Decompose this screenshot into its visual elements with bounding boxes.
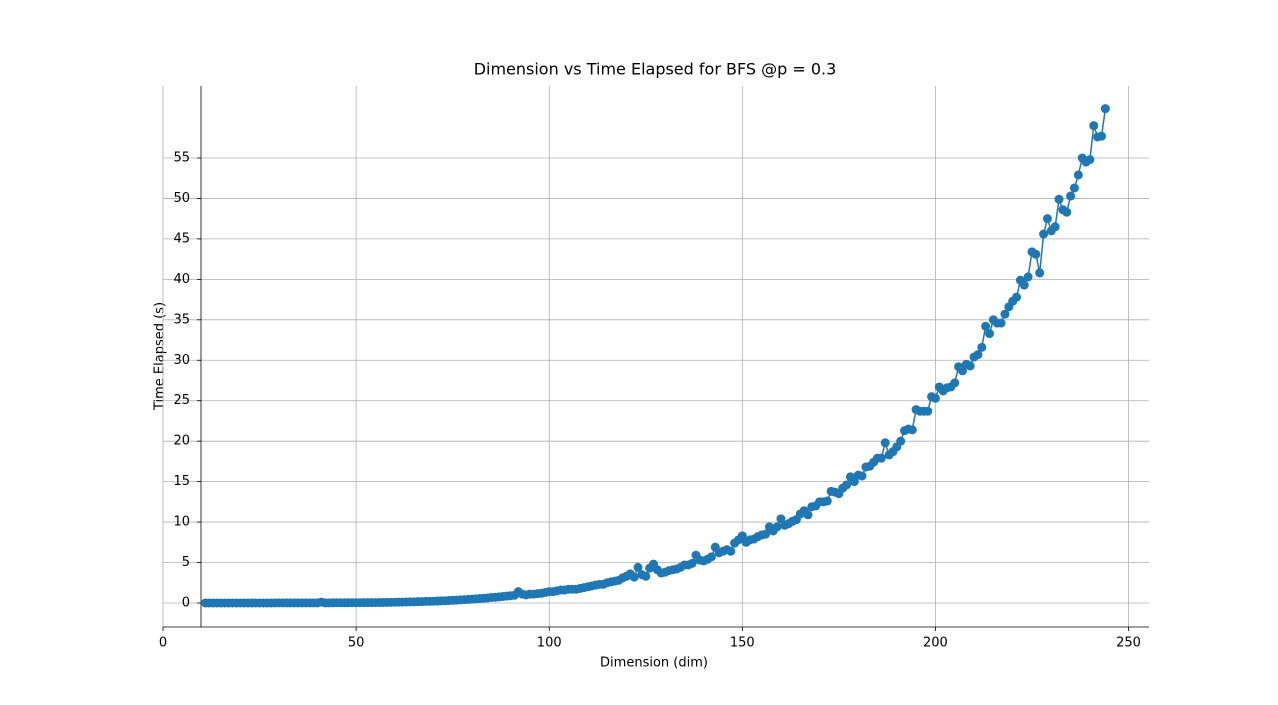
marker bbox=[1000, 309, 1010, 319]
marker bbox=[896, 436, 906, 446]
x-tick-label: 50 bbox=[348, 636, 365, 651]
marker bbox=[849, 477, 859, 487]
marker bbox=[977, 342, 987, 352]
y-tick-label: 10 bbox=[173, 515, 190, 530]
marker bbox=[1085, 155, 1095, 165]
marker bbox=[1096, 131, 1106, 141]
marker bbox=[1054, 194, 1064, 204]
y-tick-label: 55 bbox=[173, 151, 190, 166]
marker bbox=[880, 438, 890, 448]
marker bbox=[1089, 121, 1099, 131]
marker bbox=[1012, 292, 1022, 302]
marker bbox=[822, 496, 832, 506]
marker bbox=[957, 366, 967, 376]
y-tick-label: 45 bbox=[173, 231, 190, 246]
marker bbox=[772, 522, 782, 532]
marker bbox=[876, 453, 886, 463]
marker bbox=[984, 329, 994, 339]
marker bbox=[965, 361, 975, 371]
y-tick-label: 35 bbox=[173, 312, 190, 327]
y-tick-label: 15 bbox=[173, 474, 190, 489]
x-tick-label: 200 bbox=[923, 636, 948, 651]
y-axis-label: Time Elapsed (s) bbox=[153, 302, 168, 411]
marker bbox=[907, 425, 917, 435]
x-tick-label: 100 bbox=[537, 636, 562, 651]
marker bbox=[1039, 229, 1049, 239]
marker bbox=[1073, 170, 1083, 180]
x-tick-label: 250 bbox=[1116, 636, 1141, 651]
marker bbox=[760, 529, 770, 539]
marker bbox=[842, 480, 852, 490]
marker bbox=[1100, 104, 1110, 114]
marker bbox=[776, 514, 786, 524]
marker bbox=[930, 393, 940, 403]
y-tick-label: 20 bbox=[173, 434, 190, 449]
marker bbox=[803, 510, 813, 520]
y-tick-label: 50 bbox=[173, 191, 190, 206]
marker bbox=[1066, 191, 1076, 201]
marker bbox=[1042, 214, 1052, 224]
marker bbox=[923, 406, 933, 416]
y-tick-label: 40 bbox=[173, 272, 190, 287]
chart-title: Dimension vs Time Elapsed for BFS @p = 0… bbox=[474, 60, 837, 79]
marker bbox=[950, 378, 960, 388]
marker bbox=[1019, 280, 1029, 290]
marker bbox=[1023, 272, 1033, 282]
x-tick-label: 150 bbox=[730, 636, 755, 651]
y-tick-label: 25 bbox=[173, 393, 190, 408]
marker bbox=[1069, 183, 1079, 193]
marker bbox=[1031, 249, 1041, 259]
marker bbox=[633, 562, 643, 572]
marker bbox=[996, 318, 1006, 328]
marker bbox=[1062, 207, 1072, 217]
x-tick-label: 0 bbox=[159, 636, 167, 651]
y-tick-label: 0 bbox=[182, 595, 190, 610]
marker bbox=[973, 350, 983, 360]
marker bbox=[1035, 268, 1045, 278]
y-tick-label: 5 bbox=[182, 555, 190, 570]
marker bbox=[981, 321, 991, 331]
marker bbox=[1050, 222, 1060, 232]
y-tick-label: 30 bbox=[173, 353, 190, 368]
marker bbox=[687, 558, 697, 568]
marker bbox=[629, 572, 639, 582]
marker bbox=[726, 546, 736, 556]
marker bbox=[706, 552, 716, 562]
marker bbox=[641, 571, 651, 581]
marker bbox=[737, 531, 747, 541]
marker bbox=[857, 471, 867, 481]
x-axis-label: Dimension (dim) bbox=[600, 656, 708, 671]
